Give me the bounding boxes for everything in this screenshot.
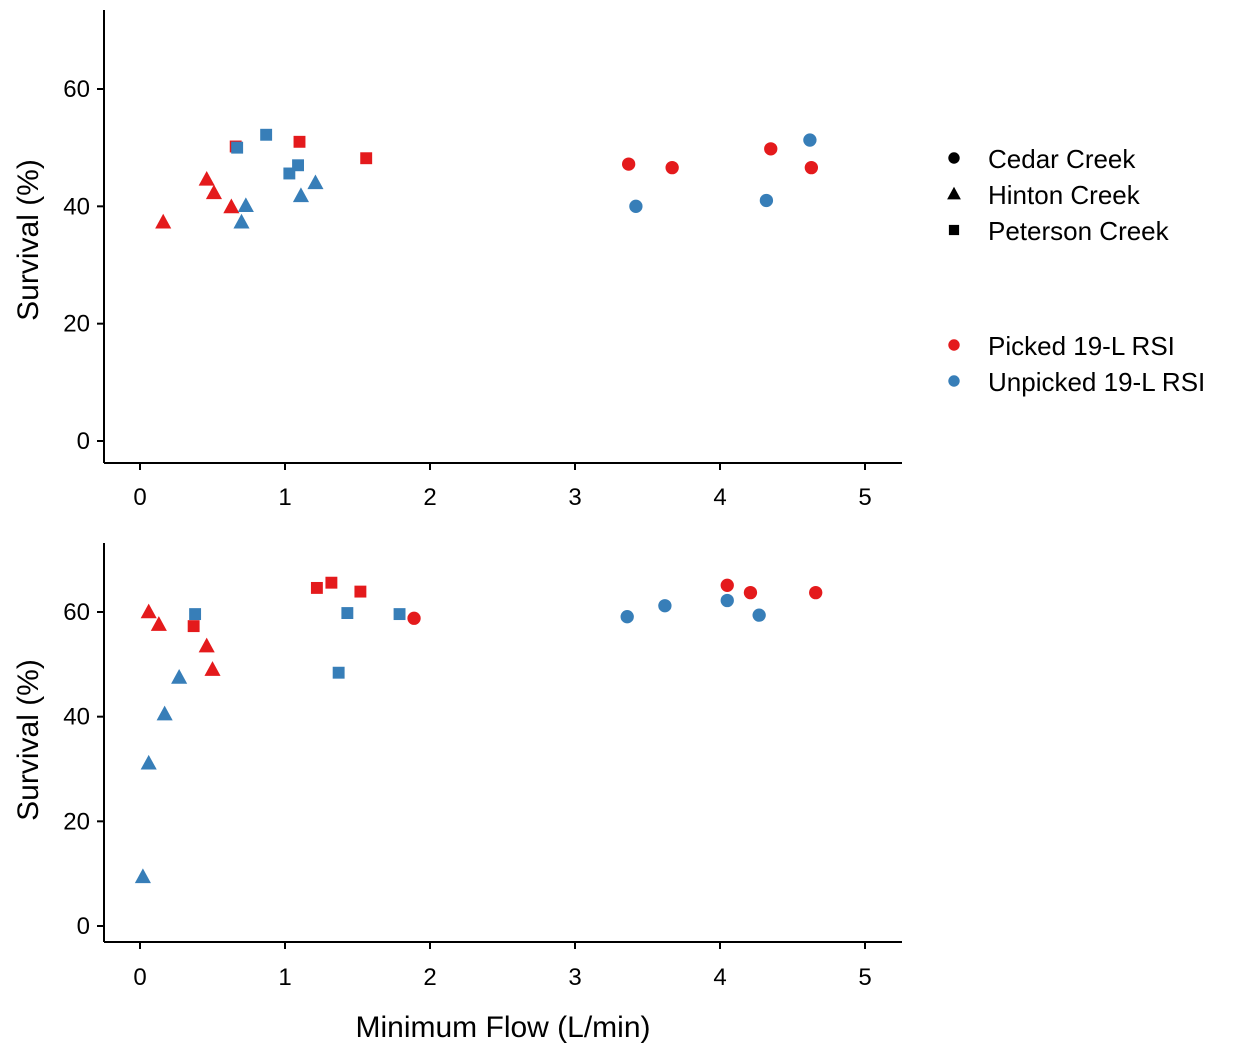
data-point bbox=[155, 213, 172, 229]
data-point bbox=[354, 585, 367, 598]
x-tick-label: 3 bbox=[568, 484, 581, 511]
bottom-panel: 0 20 40 60 0 1 2 3 4 5 Survival (%) Minimum Flow (L… bbox=[12, 543, 902, 1044]
data-point bbox=[233, 213, 250, 229]
data-point bbox=[310, 581, 323, 594]
legend-color-label: Picked 19-L RSI bbox=[988, 331, 1175, 361]
data-point bbox=[407, 611, 421, 625]
y-tick-label: 0 bbox=[77, 913, 90, 940]
data-point bbox=[292, 187, 309, 203]
legend: Cedar Creek Hinton Creek Peterson Creek Pic… bbox=[947, 144, 1205, 397]
data-point bbox=[620, 610, 634, 624]
data-point bbox=[665, 160, 679, 175]
data-point bbox=[189, 608, 202, 621]
data-point bbox=[803, 133, 817, 147]
x-tick-label: 5 bbox=[858, 484, 871, 511]
legend-shape-label: Hinton Creek bbox=[988, 180, 1141, 210]
x-tick-label: 3 bbox=[568, 964, 581, 991]
legend-color-key bbox=[948, 339, 960, 351]
data-point bbox=[231, 141, 244, 154]
data-point bbox=[341, 607, 354, 619]
y-tick-label: 20 bbox=[63, 311, 90, 338]
data-point bbox=[260, 128, 273, 141]
data-point bbox=[140, 603, 157, 619]
data-point bbox=[223, 198, 240, 214]
data-point bbox=[140, 754, 157, 770]
y-tick-label: 40 bbox=[63, 193, 90, 220]
y-axis-title: Survival (%) bbox=[12, 659, 45, 821]
data-point bbox=[198, 170, 215, 186]
data-point bbox=[752, 608, 766, 622]
y-tick-label: 0 bbox=[77, 428, 90, 455]
data-point bbox=[764, 142, 778, 156]
data-point bbox=[658, 599, 672, 613]
data-point bbox=[759, 193, 774, 208]
data-point bbox=[156, 705, 173, 721]
legend-shape-key bbox=[948, 224, 960, 236]
x-tick-label: 0 bbox=[133, 964, 146, 991]
data-point bbox=[134, 868, 151, 884]
data-point bbox=[809, 585, 823, 600]
legend-shape-label: Peterson Creek bbox=[988, 216, 1170, 246]
x-tick-label: 1 bbox=[278, 484, 291, 511]
x-tick-label: 5 bbox=[858, 964, 871, 991]
data-point bbox=[393, 608, 406, 621]
x-tick-label: 4 bbox=[713, 484, 726, 511]
legend-color-label: Unpicked 19-L RSI bbox=[988, 367, 1205, 397]
y-tick-label: 60 bbox=[63, 76, 90, 103]
data-point bbox=[293, 135, 306, 148]
y-tick-label: 40 bbox=[63, 704, 90, 731]
x-tick-label: 4 bbox=[713, 964, 726, 991]
data-point bbox=[198, 637, 215, 653]
x-tick-label: 2 bbox=[423, 964, 436, 991]
data-point bbox=[622, 157, 636, 171]
x-tick-label: 2 bbox=[423, 484, 436, 511]
data-point bbox=[720, 578, 734, 592]
x-tick-label: 0 bbox=[133, 484, 146, 511]
data-point bbox=[292, 159, 304, 172]
y-axis-title: Survival (%) bbox=[12, 159, 45, 321]
legend-shape-label: Cedar Creek bbox=[988, 144, 1136, 174]
data-point bbox=[150, 616, 167, 631]
data-point bbox=[205, 184, 222, 200]
y-tick-label: 60 bbox=[63, 599, 90, 626]
data-point bbox=[325, 576, 338, 589]
data-point bbox=[804, 160, 818, 175]
y-tick-label: 20 bbox=[63, 808, 90, 835]
x-tick-label: 1 bbox=[278, 964, 291, 991]
data-point bbox=[283, 167, 296, 180]
data-point bbox=[237, 197, 254, 213]
data-point bbox=[720, 593, 734, 608]
x-axis-title: Minimum Flow (L/min) bbox=[355, 1011, 650, 1044]
data-point bbox=[743, 585, 758, 600]
legend-shape-key bbox=[948, 152, 960, 164]
data-point bbox=[171, 669, 188, 684]
data-point bbox=[629, 199, 643, 213]
data-point bbox=[187, 620, 200, 633]
data-point bbox=[307, 174, 324, 190]
legend-color-key bbox=[948, 375, 960, 387]
data-point bbox=[204, 661, 221, 676]
legend-shape-key bbox=[947, 186, 961, 200]
top-panel: 0 20 40 60 0 1 2 3 4 5 Survival (%) bbox=[12, 10, 902, 511]
data-point bbox=[360, 152, 373, 165]
data-point bbox=[332, 666, 345, 679]
